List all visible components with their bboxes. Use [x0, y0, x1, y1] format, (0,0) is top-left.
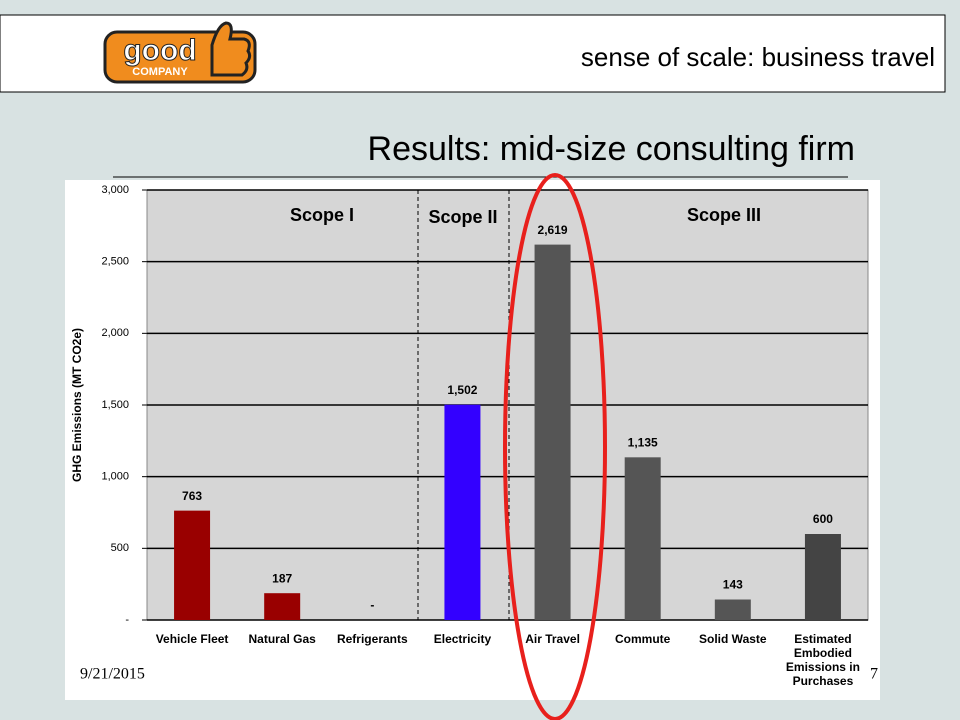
- value-label: 187: [272, 571, 292, 585]
- y-tick-label: 1,000: [101, 471, 129, 483]
- scope-label: Scope III: [687, 205, 761, 225]
- logo: good COMPANY: [103, 21, 257, 84]
- bar: [804, 534, 841, 620]
- x-tick-wrap: Air Travel: [525, 632, 580, 646]
- x-tick-wrap: Refrigerants: [336, 632, 408, 646]
- x-tick-label: Estimated Embodied Emissions in Purchase…: [785, 632, 860, 688]
- value-label: 1,135: [628, 435, 658, 449]
- y-tick-label: 1,500: [101, 399, 129, 411]
- x-tick-label: Commute: [615, 632, 671, 646]
- value-label: -: [370, 598, 374, 612]
- x-tick-wrap: Estimated Embodied Emissions in Purchase…: [785, 632, 860, 688]
- bar: [174, 510, 211, 620]
- y-tick-label: -: [125, 614, 129, 626]
- y-tick-label: 3,000: [101, 184, 129, 196]
- x-tick-label: Vehicle Fleet: [155, 632, 229, 646]
- y-tick-label: 2,000: [101, 327, 129, 339]
- x-tick-wrap: Commute: [615, 632, 671, 646]
- x-tick-wrap: Vehicle Fleet: [155, 632, 229, 646]
- scope-label: Scope II: [428, 207, 497, 227]
- x-tick-wrap: Natural Gas: [248, 632, 316, 646]
- scope-label: Scope I: [290, 205, 354, 225]
- footer-date: 9/21/2015: [80, 666, 145, 683]
- x-tick-wrap: Solid Waste: [699, 632, 767, 646]
- value-label: 600: [813, 512, 833, 526]
- y-tick-label: 2,500: [101, 256, 129, 268]
- header-title: sense of scale: business travel: [581, 42, 935, 72]
- x-tick-label: Air Travel: [525, 632, 580, 646]
- y-tick-label: 500: [111, 542, 129, 554]
- slide-title: Results: mid-size consulting firm: [368, 130, 855, 168]
- value-label: 763: [182, 489, 202, 503]
- value-label: 143: [723, 578, 743, 592]
- bar: [624, 457, 661, 620]
- x-tick-wrap: Electricity: [433, 632, 492, 646]
- bar: [534, 244, 571, 621]
- logo-thumb: [210, 21, 252, 77]
- x-tick-label: Electricity: [433, 632, 492, 646]
- logo-word: good: [123, 34, 196, 67]
- highlight-ellipse: [503, 173, 607, 720]
- logo-subword: COMPANY: [132, 66, 188, 78]
- bar: [444, 404, 481, 620]
- page-number: 7: [870, 666, 878, 683]
- x-tick-label: Solid Waste: [699, 632, 767, 646]
- value-label: 1,502: [447, 383, 477, 397]
- x-tick-label: Natural Gas: [248, 632, 316, 646]
- value-label: 2,619: [538, 223, 568, 237]
- x-tick-label: Refrigerants: [336, 632, 408, 646]
- y-axis-label: GHG Emissions (MT CO2e): [70, 328, 84, 482]
- bar: [264, 593, 301, 620]
- bar: [714, 599, 751, 620]
